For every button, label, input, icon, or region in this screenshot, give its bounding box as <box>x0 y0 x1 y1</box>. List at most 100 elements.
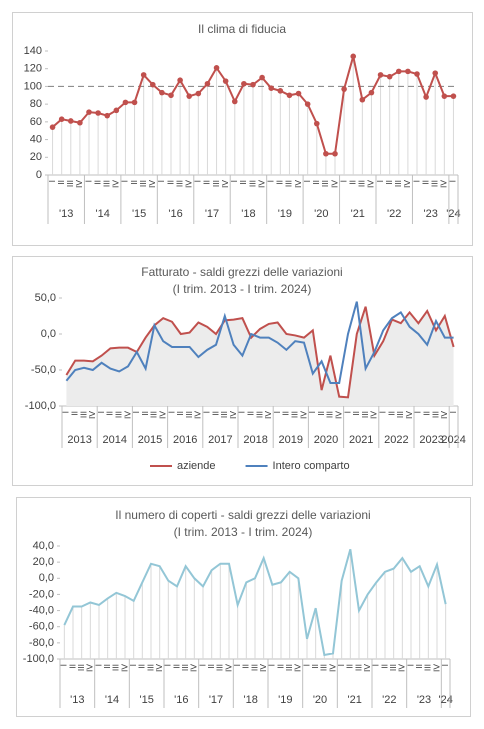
y-tick-label: 80 <box>30 98 42 110</box>
quarter-label: I <box>120 180 130 182</box>
point <box>332 150 338 157</box>
quarter-label: I <box>375 180 385 182</box>
quarter-label: IV <box>293 664 303 672</box>
quarter-label: III <box>353 664 363 671</box>
quarter-label: II <box>386 411 396 416</box>
quarter-label: III <box>149 411 159 418</box>
year-label: 2014 <box>103 434 127 446</box>
quarter-label: I <box>96 411 106 413</box>
quarter-label: I <box>61 411 71 413</box>
quarter-label: III <box>320 180 330 187</box>
quarter-label: III <box>215 664 225 671</box>
point <box>432 70 439 76</box>
year-label: 2020 <box>314 434 338 446</box>
point <box>67 118 74 124</box>
year-label: 2016 <box>173 434 197 446</box>
quarter-label: I <box>197 664 207 666</box>
quarter-label: II <box>210 411 220 416</box>
quarter-label: III <box>78 411 88 418</box>
year-label: 2018 <box>243 434 267 446</box>
quarter-label: I <box>338 180 348 182</box>
quarter-label: I <box>229 180 239 182</box>
quarter-label: I <box>232 664 242 666</box>
quarter-label: II <box>414 664 424 669</box>
year-label: 2015 <box>138 434 162 446</box>
chart-title: Il numero di coperti - saldi grezzi dell… <box>115 508 370 522</box>
y-tick-label: 40 <box>30 133 42 145</box>
point <box>268 85 275 91</box>
quarter-label: II <box>238 180 248 185</box>
y-tick-label: -40,0 <box>29 604 54 616</box>
quarter-label: I <box>267 664 277 666</box>
quarter-label: IV <box>369 411 379 419</box>
year-label: '16 <box>168 208 182 220</box>
year-label: '20 <box>314 208 328 220</box>
year-label: '24 <box>446 208 460 220</box>
quarter-label: IV <box>439 411 449 419</box>
series-line <box>65 306 455 399</box>
quarter-label: I <box>59 664 69 666</box>
quarter-label: II <box>105 411 115 416</box>
quarter-label: I <box>201 411 211 413</box>
quarter-label: I <box>237 411 247 413</box>
year-label: '24 <box>438 694 452 706</box>
y-tick-label: -100,0 <box>23 653 54 665</box>
quarter-label: I <box>131 411 141 413</box>
quarter-label: II <box>165 180 175 185</box>
y-tick-label: 50,0 <box>35 292 56 304</box>
quarter-label: III <box>429 180 439 187</box>
quarter-label: IV <box>293 180 303 188</box>
y-tick-label: -100,0 <box>25 400 56 412</box>
quarter-label: IV <box>402 180 412 188</box>
year-label: '15 <box>132 208 146 220</box>
y-tick-label: 20,0 <box>33 556 54 568</box>
y-tick-label: 140 <box>24 45 42 57</box>
quarter-label: I <box>265 180 275 182</box>
year-label: '15 <box>139 694 153 706</box>
quarter-label: IV <box>154 664 164 672</box>
y-tick-label: 60 <box>30 116 42 128</box>
quarter-label: II <box>281 411 291 416</box>
year-label: '13 <box>59 208 73 220</box>
quarter-label: IV <box>256 180 266 188</box>
quarter-label: II <box>379 664 389 669</box>
chart-subtitle: (I trim. 2013 - I trim. 2024) <box>173 282 312 296</box>
point <box>250 81 256 88</box>
legend-label: aziende <box>177 460 216 472</box>
quarter-label: II <box>345 664 355 669</box>
quarter-label: II <box>351 411 361 416</box>
year-label: 2021 <box>349 434 373 446</box>
year-label: '21 <box>351 208 365 220</box>
quarter-label: II <box>316 411 326 416</box>
year-label: '14 <box>105 694 119 706</box>
year-label: 2017 <box>208 434 232 446</box>
quarter-label: I <box>336 664 346 666</box>
year-label: '23 <box>423 208 437 220</box>
point <box>159 89 165 96</box>
point <box>259 74 265 81</box>
point <box>304 101 311 107</box>
year-label: '23 <box>417 694 431 706</box>
quarter-label: I <box>156 180 166 182</box>
point <box>377 72 384 78</box>
series-line <box>65 301 454 384</box>
point <box>395 68 402 75</box>
quarter-label: IV <box>329 180 339 188</box>
quarter-label: IV <box>220 180 230 188</box>
quarter-label: II <box>92 180 102 185</box>
y-tick-label: 0,0 <box>41 328 56 340</box>
year-label: 2013 <box>67 434 91 446</box>
quarter-label: II <box>275 180 285 185</box>
quarter-label: II <box>310 664 320 669</box>
point <box>86 109 92 115</box>
area <box>66 306 454 406</box>
point <box>350 53 357 60</box>
y-tick-label: 40,0 <box>33 540 54 552</box>
point <box>414 71 420 77</box>
quarter-label: I <box>166 411 176 413</box>
point <box>423 94 429 100</box>
y-tick-label: -20,0 <box>29 588 54 600</box>
quarter-label: III <box>219 411 229 418</box>
point <box>213 65 220 71</box>
quarter-label: I <box>163 664 173 666</box>
